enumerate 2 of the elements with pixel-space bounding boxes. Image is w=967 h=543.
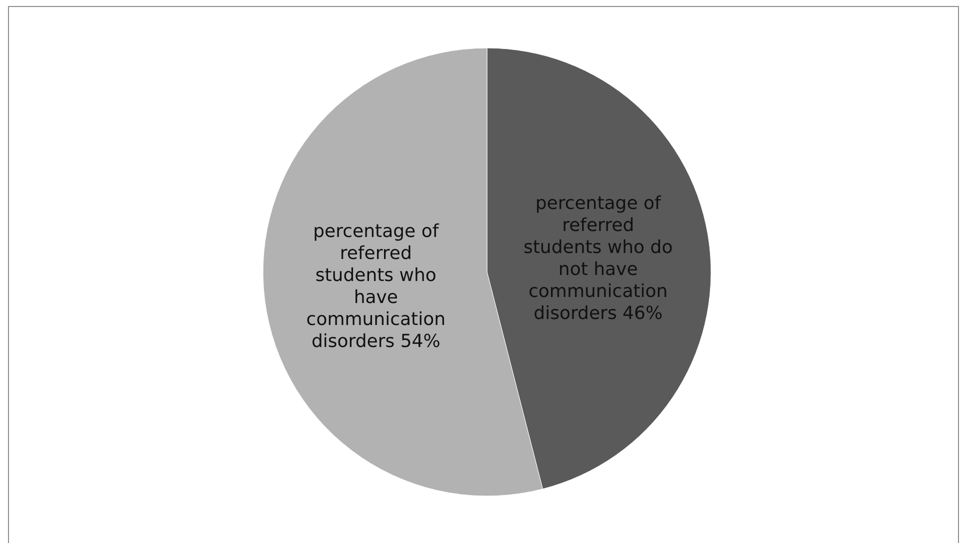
- slice-label: percentage of referred students who do not have communication disorders 46%: [524, 192, 673, 324]
- slice-label: percentage of referred students who have communication disorders 54%: [306, 221, 446, 352]
